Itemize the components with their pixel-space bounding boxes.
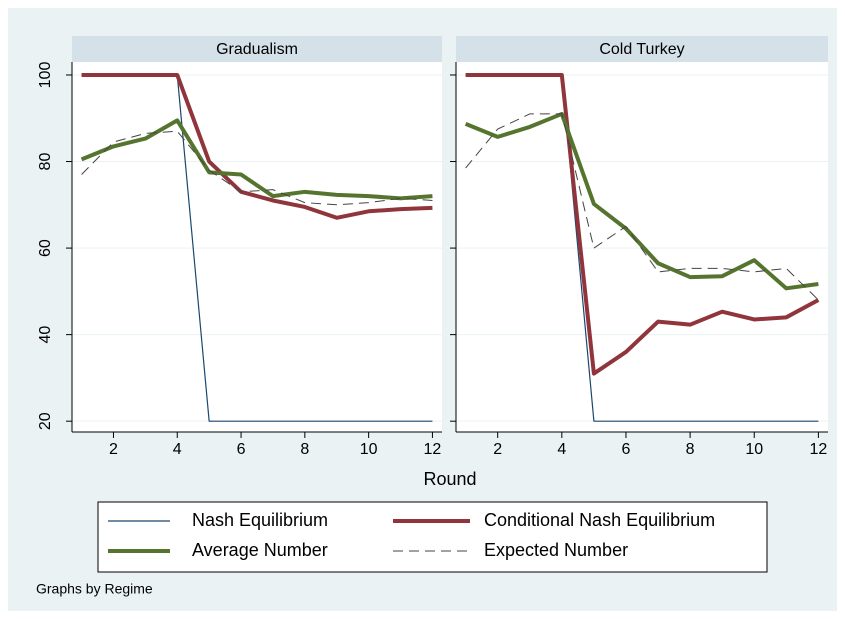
x-tick-label: 12 — [424, 441, 442, 458]
panel-header — [72, 36, 442, 62]
series-line — [81, 130, 433, 206]
series-line — [81, 72, 433, 220]
panel-title: Cold Turkey — [599, 41, 684, 58]
series-line — [80, 118, 433, 201]
note: Graphs by Regime — [36, 581, 153, 597]
legend-label: Expected Number — [484, 540, 628, 560]
x-axis-title: Round — [423, 469, 476, 489]
panel-header — [456, 36, 828, 62]
y-tick-label: 40 — [37, 326, 54, 344]
x-tick-label: 6 — [622, 441, 631, 458]
x-tick-label: 10 — [360, 441, 378, 458]
y-tick-label: 60 — [37, 239, 54, 257]
x-tick-label: 4 — [173, 441, 182, 458]
x-tick-label: 2 — [493, 441, 502, 458]
y-tick-label: 100 — [37, 62, 54, 89]
y-tick-label: 80 — [37, 153, 54, 171]
x-tick-label: 8 — [686, 441, 695, 458]
y-tick-label: 20 — [37, 412, 54, 430]
x-tick-label: 8 — [300, 441, 309, 458]
x-tick-label: 2 — [109, 441, 118, 458]
x-tick-label: 6 — [237, 441, 246, 458]
x-tick-label: 4 — [557, 441, 566, 458]
series-line — [464, 111, 819, 291]
legend-label: Average Number — [192, 540, 328, 560]
legend-label: Nash Equilibrium — [192, 510, 328, 530]
legend-box — [97, 501, 768, 573]
x-tick-label: 10 — [745, 441, 763, 458]
series-line — [465, 113, 819, 301]
series-line — [465, 72, 820, 376]
x-tick-label: 12 — [809, 441, 827, 458]
legend-label: Conditional Nash Equilibrium — [484, 510, 715, 530]
panel-title: Gradualism — [216, 41, 298, 58]
plot-area — [72, 62, 442, 432]
